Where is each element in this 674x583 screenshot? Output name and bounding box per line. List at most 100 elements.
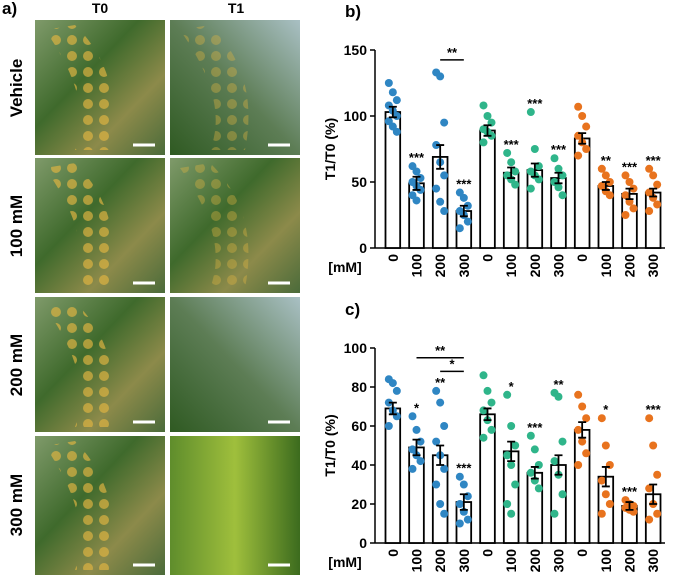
- data-point: [483, 386, 492, 395]
- y-tick-label: 100: [344, 108, 368, 124]
- data-point: [649, 441, 658, 450]
- data-point: [503, 390, 512, 399]
- data-point: [558, 490, 567, 499]
- data-point: [412, 167, 421, 176]
- column-label: T0: [92, 0, 109, 16]
- cell-cluster: [45, 302, 114, 427]
- data-point: [432, 386, 441, 395]
- significance: *: [603, 402, 609, 417]
- x-tick-label: 300: [456, 549, 472, 573]
- x-tick-label: 300: [456, 254, 472, 278]
- micrograph: [170, 297, 300, 432]
- column-label: T1: [228, 0, 245, 16]
- data-point: [479, 138, 488, 147]
- bar: [573, 428, 591, 544]
- data-point: [507, 422, 516, 430]
- significance: *: [449, 356, 455, 371]
- data-point: [653, 200, 662, 209]
- data-point: [574, 390, 583, 399]
- data-point: [601, 171, 610, 180]
- data-point: [558, 437, 567, 446]
- data-point: [645, 515, 654, 524]
- error-bar: [507, 166, 516, 179]
- data-point: [408, 412, 417, 421]
- data-point: [388, 379, 397, 388]
- data-point: [597, 164, 606, 173]
- x-tick-label: 100: [503, 549, 519, 573]
- data-point: [574, 461, 583, 469]
- data-point: [534, 484, 543, 493]
- data-point: [621, 191, 630, 200]
- data-point: [526, 468, 535, 477]
- data-point: [645, 414, 654, 423]
- data-point: [653, 509, 662, 518]
- error-bar: [554, 454, 563, 476]
- error-bar: [459, 493, 468, 511]
- x-tick-label: 0: [385, 254, 401, 262]
- x-tick-label: 0: [574, 549, 590, 557]
- significance: **: [553, 377, 564, 392]
- data-point: [416, 174, 425, 183]
- significance: ***: [622, 159, 638, 174]
- significance: ***: [646, 153, 662, 168]
- error-bar: [625, 501, 634, 511]
- x-tick-label: 100: [409, 549, 425, 573]
- data-point: [530, 145, 539, 153]
- data-point: [550, 154, 559, 163]
- data-point: [530, 445, 539, 454]
- error-bar: [601, 181, 610, 191]
- data-point: [625, 178, 634, 186]
- error-bar: [412, 438, 421, 457]
- x-tick-label: 0: [574, 254, 590, 262]
- data-point: [440, 118, 449, 127]
- y-tick-label: 20: [351, 496, 367, 512]
- cell-cluster: [180, 163, 249, 288]
- significance: ***: [527, 420, 543, 435]
- row-label: Vehicle: [7, 59, 26, 118]
- data-point: [597, 414, 606, 423]
- significance: ***: [456, 461, 472, 476]
- data-point: [558, 191, 567, 200]
- micrograph: [170, 436, 300, 575]
- data-point: [578, 112, 587, 120]
- data-point: [507, 158, 516, 167]
- data-point: [550, 509, 559, 518]
- error-bar: [436, 444, 445, 466]
- data-point: [578, 402, 587, 411]
- data-point: [503, 451, 512, 460]
- data-point: [459, 193, 468, 202]
- data-point: [507, 461, 516, 469]
- significance: **: [601, 153, 612, 168]
- data-point: [463, 515, 472, 524]
- data-point: [621, 211, 630, 219]
- data-point: [578, 437, 587, 446]
- data-point: [554, 164, 563, 173]
- significance: ***: [646, 402, 662, 417]
- panel-label: b): [345, 2, 361, 21]
- data-point: [597, 476, 606, 485]
- x-tick-label: 200: [622, 549, 638, 573]
- data-point: [455, 472, 464, 481]
- y-tick-label: 40: [351, 457, 367, 473]
- y-tick-label: 0: [359, 240, 367, 256]
- data-point: [487, 425, 496, 434]
- x-axis-label: [mM]: [328, 554, 361, 570]
- data-point: [459, 480, 468, 489]
- data-point: [440, 171, 449, 180]
- data-point: [526, 108, 535, 117]
- data-point: [601, 441, 610, 450]
- data-point: [388, 88, 397, 97]
- x-axis-label: [mM]: [328, 259, 361, 275]
- y-tick-label: 0: [359, 535, 367, 551]
- data-point: [455, 500, 464, 508]
- significance: ***: [504, 137, 520, 152]
- row-label: 100 mM: [7, 195, 26, 257]
- data-point: [574, 425, 583, 434]
- error-bar: [388, 401, 397, 416]
- data-point: [649, 171, 658, 180]
- error-bar: [412, 175, 421, 191]
- data-point: [408, 464, 417, 473]
- y-tick-label: 60: [351, 418, 367, 434]
